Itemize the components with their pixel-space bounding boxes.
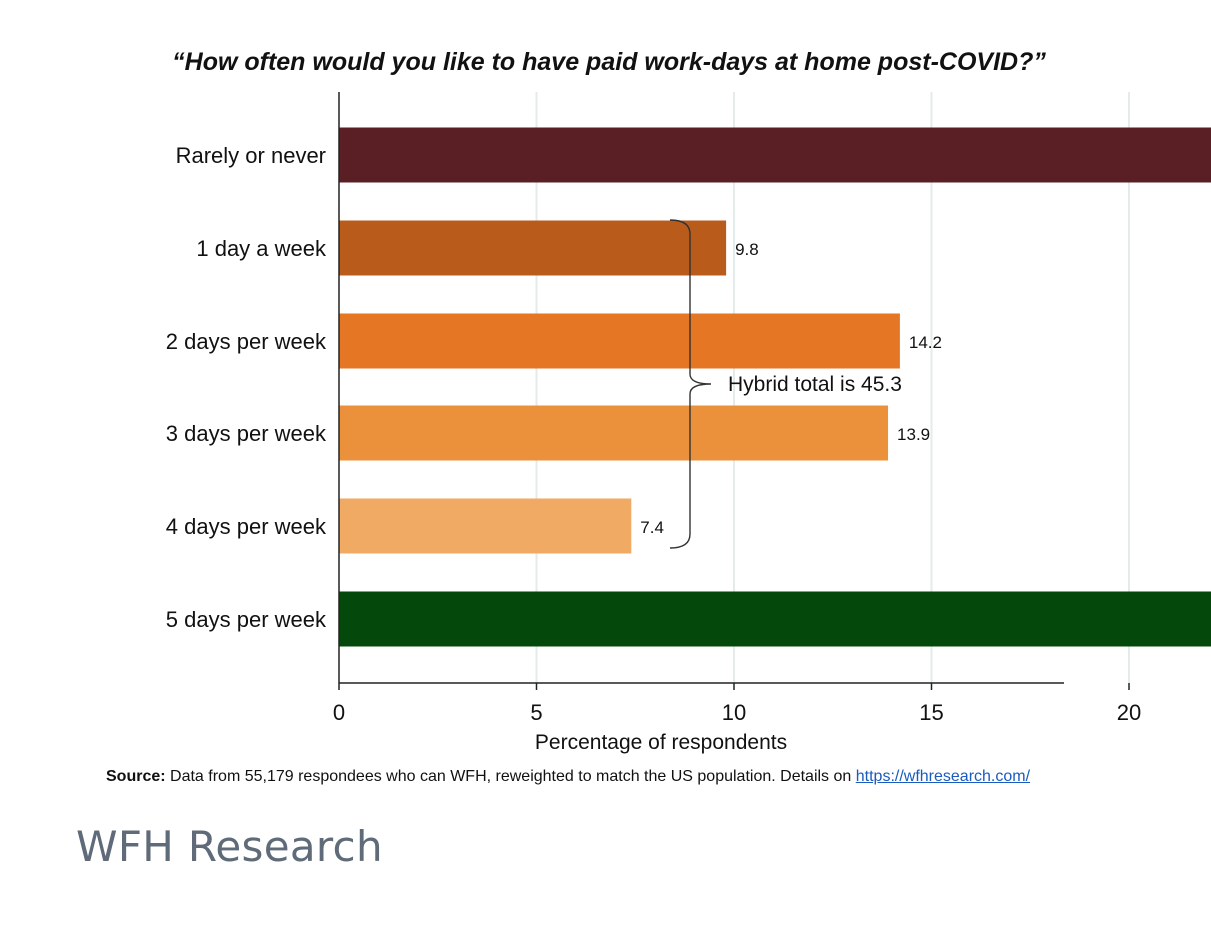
bar-5	[339, 591, 1211, 647]
x-tick-label-3: 15	[919, 700, 943, 725]
bar-1	[339, 220, 727, 276]
brand-name: WFH Research	[76, 822, 383, 871]
category-label-2: 2 days per week	[166, 329, 327, 354]
bar-2	[339, 313, 900, 369]
axes	[338, 92, 1064, 684]
category-labels: Rarely or never 1 day a week 2 days per we…	[166, 143, 327, 632]
category-label-0: Rarely or never	[176, 143, 326, 168]
source-link[interactable]: https://wfhresearch.com/	[855, 768, 1031, 785]
value-label-3: 13.9	[897, 425, 930, 444]
hybrid-annotation: Hybrid total is 45.3	[728, 373, 902, 396]
value-label-1: 9.8	[735, 240, 759, 259]
x-tick-label-0: 0	[333, 700, 345, 725]
bar-3	[339, 405, 889, 461]
source-label: Source:	[106, 768, 166, 785]
category-label-1: 1 day a week	[196, 236, 327, 261]
source-note: Source: Data from 55,179 respondees who …	[106, 768, 1030, 786]
x-tick-label-2: 10	[722, 700, 746, 725]
grid-lines	[535, 92, 1130, 683]
source-text: Data from 55,179 respondees who can WFH,…	[170, 768, 852, 785]
bars	[339, 127, 1211, 647]
x-axis-title: Percentage of respondents	[535, 731, 787, 754]
bar-chart: “How often would you like to have paid w…	[166, 48, 1211, 754]
category-label-3: 3 days per week	[166, 421, 327, 446]
value-label-2: 14.2	[909, 333, 942, 352]
hybrid-brace	[669, 219, 712, 549]
category-label-5: 5 days per week	[166, 607, 327, 632]
value-labels: 22.79.814.213.97.432.0	[640, 240, 942, 537]
bar-4	[339, 498, 632, 554]
x-tick-label-4: 20	[1117, 700, 1141, 725]
x-tick-label-1: 5	[530, 700, 542, 725]
category-label-4: 4 days per week	[166, 514, 327, 539]
value-label-4: 7.4	[640, 518, 664, 537]
chart-title: “How often would you like to have paid w…	[172, 48, 1046, 76]
x-ticks: 05101520253035	[333, 683, 1141, 725]
bar-0	[339, 127, 1211, 183]
